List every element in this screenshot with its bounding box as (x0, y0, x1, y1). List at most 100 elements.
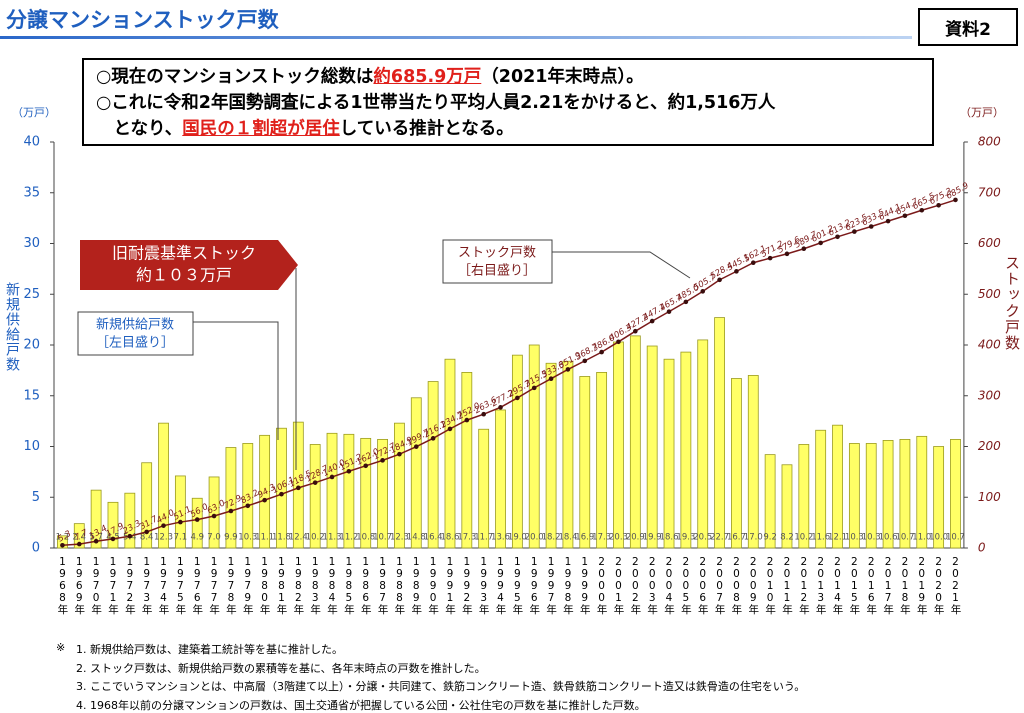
bar (832, 424, 843, 549)
bar (663, 358, 675, 549)
x-tick-label: 1994年 (494, 556, 507, 615)
x-tick-label: 1969年 (73, 556, 86, 615)
bar (174, 475, 186, 549)
bar (410, 397, 422, 549)
bar (528, 344, 540, 549)
y-tick-label: 40 (23, 135, 40, 150)
bar-value-label: 11.7 (474, 533, 493, 543)
bar (73, 523, 85, 549)
summary-text: （2021年末時点）。 (481, 67, 644, 87)
bar-value-label: 12.4 (289, 533, 308, 543)
bar-value-label: 10.8 (356, 533, 375, 543)
bar-value-label: 2.4 (73, 533, 87, 543)
callout-text: 旧耐震基準ストック (112, 244, 256, 263)
bar (865, 443, 877, 549)
bar-value-label: 20.9 (626, 533, 645, 543)
x-tick-label: 2021年 (949, 556, 962, 615)
bar (292, 421, 304, 549)
bar (343, 433, 355, 549)
y2-tick-label: 700 (978, 185, 1001, 199)
y2-tick-label: 500 (978, 287, 1001, 301)
stock-point (127, 533, 133, 539)
x-tick-label: 1971年 (106, 556, 119, 615)
title-underline (0, 36, 912, 39)
y2-axis-title: ストック戸数 (1003, 255, 1021, 351)
bar-value-label: 9.2 (763, 533, 777, 543)
x-tick-label: 2018年 (898, 556, 911, 615)
stock-point (784, 251, 790, 257)
bar-value-label: 16.7 (727, 533, 746, 543)
y2-tick-label: 100 (978, 490, 1001, 504)
stock-point (582, 358, 588, 364)
bar-value-label: 19.9 (643, 533, 662, 543)
stock-point (936, 202, 941, 208)
stock-point (178, 519, 183, 525)
bar (191, 497, 203, 549)
note-text: 新規供給戸数 (96, 317, 174, 333)
stock-point (868, 224, 874, 229)
bar (697, 339, 709, 549)
x-tick-label: 1987年 (376, 556, 389, 615)
x-tick-label: 1999年 (578, 556, 591, 615)
note-leader (552, 251, 691, 279)
bar-value-label: 12.3 (390, 533, 409, 543)
bar-value-label: 8.2 (780, 533, 794, 543)
stock-point (818, 240, 823, 246)
x-tick-label: 2005年 (679, 556, 692, 615)
bar (579, 376, 591, 549)
x-tick-label: 1991年 (443, 556, 456, 615)
bar (950, 438, 961, 549)
stock-point (953, 197, 958, 203)
x-tick-label: 1984年 (326, 556, 339, 615)
x-tick-label: 2012年 (797, 556, 810, 615)
stock-point (60, 543, 65, 548)
summary-text: している推計となる。 (339, 119, 514, 139)
bar-value-label: 11.1 (255, 533, 274, 543)
stock-point (447, 426, 453, 432)
bar (916, 435, 928, 549)
bar-value-label: 18.6 (660, 533, 679, 543)
y2-tick-label: 400 (978, 338, 1001, 352)
summary-text: ○現在のマンションストック総数は (96, 67, 374, 87)
y-tick-label: 20 (23, 338, 40, 353)
note-leader (193, 321, 279, 440)
bar (781, 464, 793, 549)
stock-point (767, 255, 773, 261)
bar (764, 454, 776, 549)
note-text: ストック戸数 (458, 246, 536, 261)
bar (242, 443, 254, 549)
bar-value-label: 20.3 (609, 533, 628, 543)
bar-value-label: 10.7 (946, 533, 965, 543)
x-tick-label: 2001年 (612, 556, 625, 615)
bar (882, 440, 894, 549)
summary-text: となり、 (96, 119, 183, 139)
bar (596, 372, 608, 549)
note: 3. ここでいうマンションとは、中高層（3階建て以上）・分譲・共同建て、鉄筋コン… (76, 680, 806, 693)
bar (90, 489, 102, 549)
x-tick-label: 2020年 (932, 556, 945, 615)
stock-point (498, 405, 503, 410)
x-tick-label: 1970年 (90, 556, 103, 615)
line-value-label: 685.9 (945, 181, 971, 202)
stock-point (211, 513, 217, 519)
callout-shape (80, 240, 298, 290)
stock-point (700, 289, 706, 294)
bar-value-label: 10.7 (373, 533, 392, 543)
stock-point (430, 436, 436, 441)
x-tick-label: 2002年 (629, 556, 642, 615)
stock-point (262, 497, 267, 503)
x-tick-label: 2019年 (915, 556, 928, 615)
x-tick-label: 2013年 (814, 556, 827, 615)
stock-point (919, 207, 925, 213)
y-tick-label: 0 (32, 541, 40, 556)
bar-value-label: 1.2 (56, 533, 70, 543)
x-tick-label: 1975年 (174, 556, 187, 615)
bar (427, 381, 439, 549)
bar (646, 345, 658, 549)
x-tick-label: 1974年 (157, 556, 170, 615)
y-tick-label: 15 (23, 388, 40, 403)
bar-value-label: 11.0 (912, 533, 931, 543)
bar (933, 446, 945, 549)
x-tick-label: 1976年 (191, 556, 204, 615)
